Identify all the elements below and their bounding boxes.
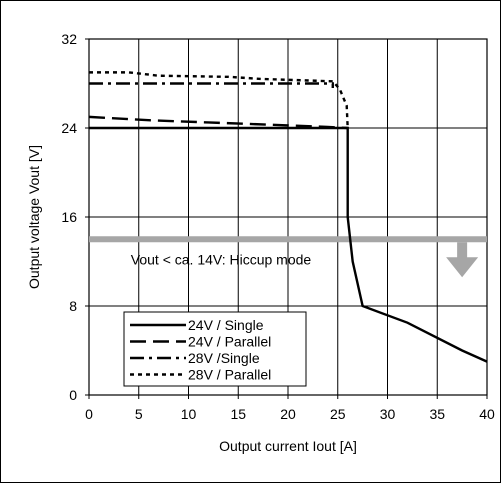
y-tick-label: 8 <box>69 298 77 314</box>
y-tick-label: 32 <box>61 31 77 47</box>
x-tick-label: 25 <box>330 406 346 422</box>
hiccup-arrow <box>446 242 479 278</box>
tick-labels: 0 5 10 15 20 25 30 35 40 0 8 16 24 32 <box>61 31 495 422</box>
y-tick-label: 24 <box>61 120 77 136</box>
y-tick-label: 16 <box>61 209 77 225</box>
legend-label: 28V /Single <box>188 350 260 366</box>
legend-label: 24V / Parallel <box>188 334 271 350</box>
series-line <box>89 82 334 88</box>
legend-label: 28V / Parallel <box>188 367 271 383</box>
x-tick-label: 40 <box>479 406 495 422</box>
x-axis-label: Output current Iout [A] <box>219 438 357 454</box>
x-tick-label: 30 <box>380 406 396 422</box>
x-tick-label: 15 <box>230 406 246 422</box>
x-tick-label: 20 <box>280 406 296 422</box>
hiccup-band <box>89 236 487 278</box>
legend-label: 24V / Single <box>188 317 264 333</box>
y-axis-label: Output voltage Vout [V] <box>26 145 42 289</box>
series-lines <box>88 71 488 363</box>
hiccup-threshold-band <box>89 236 487 243</box>
x-tick-label: 0 <box>85 406 93 422</box>
series-line <box>89 126 488 363</box>
x-tick-label: 35 <box>429 406 445 422</box>
series-line <box>89 71 349 129</box>
hiccup-annotation: Vout < ca. 14V: Hiccup mode <box>131 251 312 267</box>
x-tick-label: 5 <box>135 406 143 422</box>
x-tick-label: 10 <box>181 406 197 422</box>
y-tick-label: 0 <box>69 387 77 403</box>
series-line <box>88 115 348 130</box>
